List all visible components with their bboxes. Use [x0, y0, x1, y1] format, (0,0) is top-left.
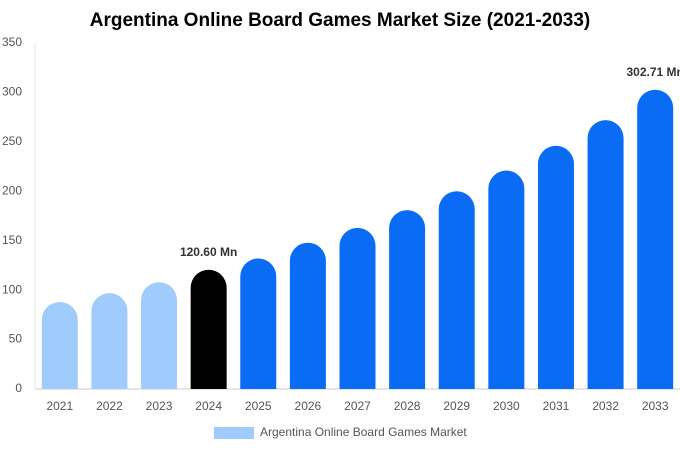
y-tick-label: 200: [2, 183, 22, 197]
bar: [289, 242, 326, 389]
x-tick-label: 2031: [543, 399, 570, 413]
y-tick-label: 300: [2, 85, 22, 99]
bar: [190, 269, 227, 389]
x-tick-label: 2033: [642, 399, 669, 413]
bar: [637, 89, 674, 389]
value-label: 120.60 Mn: [180, 245, 237, 259]
y-tick-label: 50: [9, 332, 23, 346]
x-tick-label: 2023: [146, 399, 173, 413]
bar: [587, 120, 624, 389]
bar: [41, 302, 78, 389]
bar: [488, 170, 525, 389]
x-tick-label: 2029: [443, 399, 470, 413]
x-tick-label: 2021: [46, 399, 73, 413]
y-tick-label: 0: [15, 381, 22, 395]
y-tick-label: 150: [2, 233, 22, 247]
x-tick-label: 2027: [344, 399, 371, 413]
bar: [141, 282, 178, 389]
value-label: 302.71 Mn: [627, 65, 680, 79]
x-tick-label: 2028: [394, 399, 421, 413]
y-tick-label: 100: [2, 282, 22, 296]
x-tick-label: 2025: [245, 399, 272, 413]
x-tick-label: 2030: [493, 399, 520, 413]
bar: [389, 210, 426, 389]
legend-label: Argentina Online Board Games Market: [260, 425, 467, 439]
bar: [240, 258, 277, 389]
y-tick-label: 350: [2, 35, 22, 49]
bar: [537, 145, 574, 389]
x-tick-label: 2026: [295, 399, 322, 413]
bar: [91, 293, 128, 389]
bar: [438, 191, 475, 389]
x-tick-label: 2032: [592, 399, 619, 413]
x-tick-label: 2024: [195, 399, 222, 413]
y-tick-label: 250: [2, 134, 22, 148]
bar: [339, 227, 376, 389]
x-tick-label: 2022: [96, 399, 123, 413]
legend-swatch: [214, 427, 254, 439]
chart-title: Argentina Online Board Games Market Size…: [90, 10, 591, 31]
